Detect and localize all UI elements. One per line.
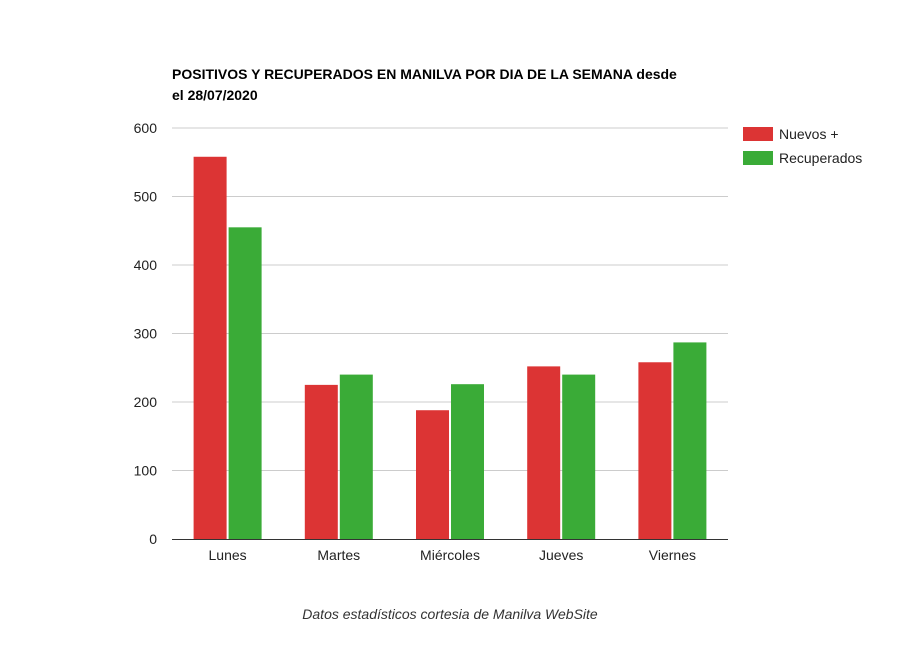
legend-label: Nuevos + bbox=[779, 126, 839, 142]
y-tick-label: 500 bbox=[134, 189, 158, 205]
legend-swatch bbox=[743, 127, 773, 141]
x-tick-label: Viernes bbox=[649, 547, 696, 563]
y-tick-label: 300 bbox=[134, 326, 158, 342]
bar-recuperados-2 bbox=[451, 384, 484, 539]
bar-recuperados-4 bbox=[673, 342, 707, 539]
bar-nuevos-1 bbox=[304, 384, 338, 539]
legend: Nuevos + Recuperados bbox=[743, 126, 862, 166]
x-tick-label: Jueves bbox=[539, 547, 583, 563]
y-axis-ticks: 0 100 200 300 400 500 600 bbox=[134, 120, 158, 547]
bar-recuperados-0 bbox=[228, 227, 262, 539]
bar-nuevos-2 bbox=[416, 410, 449, 539]
chart-footer: Datos estadísticos cortesia de Manilva W… bbox=[302, 606, 598, 622]
chart-title-line-1: POSITIVOS Y RECUPERADOS EN MANILVA POR D… bbox=[172, 66, 677, 82]
legend-swatch bbox=[743, 151, 773, 165]
bar-recuperados-1 bbox=[339, 374, 373, 539]
gridlines bbox=[172, 127, 728, 471]
y-tick-label: 0 bbox=[149, 531, 157, 547]
bar-nuevos-4 bbox=[638, 362, 672, 539]
y-tick-label: 400 bbox=[134, 257, 158, 273]
bar-nuevos-3 bbox=[527, 366, 561, 539]
y-tick-label: 600 bbox=[134, 120, 158, 136]
x-tick-label: Lunes bbox=[209, 547, 247, 563]
chart-title: POSITIVOS Y RECUPERADOS EN MANILVA POR D… bbox=[172, 66, 677, 103]
bars bbox=[193, 156, 707, 539]
bar-nuevos-0 bbox=[193, 156, 227, 539]
chart-title-line-2: el 28/07/2020 bbox=[172, 87, 258, 103]
y-tick-label: 100 bbox=[134, 463, 158, 479]
bar-recuperados-3 bbox=[562, 374, 596, 539]
y-tick-label: 200 bbox=[134, 394, 158, 410]
x-axis-ticks: Lunes Martes Miércoles Jueves Viernes bbox=[209, 547, 696, 563]
legend-label: Recuperados bbox=[779, 150, 862, 166]
x-tick-label: Miércoles bbox=[420, 547, 480, 563]
x-tick-label: Martes bbox=[317, 547, 360, 563]
